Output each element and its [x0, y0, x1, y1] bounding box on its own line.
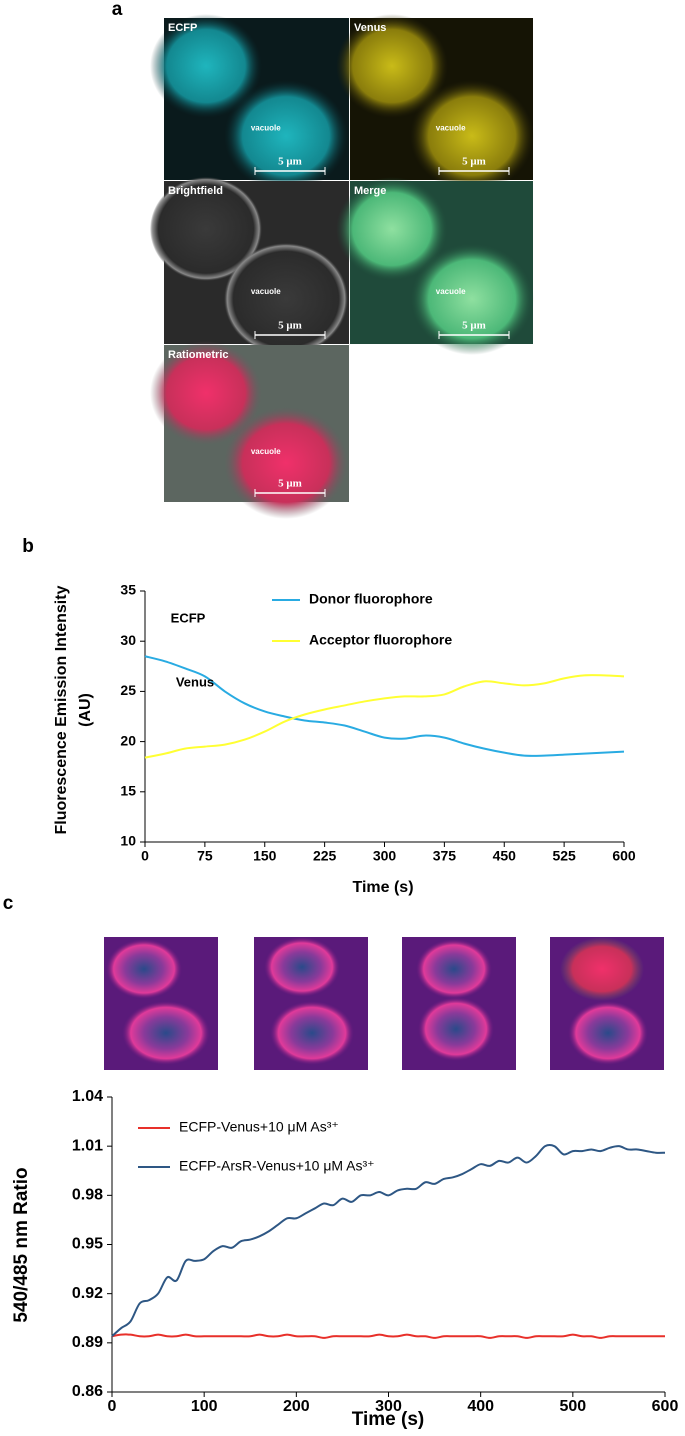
x-tick-label: 525	[552, 848, 576, 864]
y-tick-label: 30	[120, 632, 136, 648]
ratio-thumbnails	[104, 937, 664, 1070]
panel-label: a	[112, 0, 123, 20]
series-line	[111, 1333, 665, 1339]
y-tick-label: 0.92	[72, 1285, 103, 1302]
thumbnail	[402, 937, 516, 1070]
legend-label: ECFP-ArsR-Venus+10 μM As³⁺	[179, 1158, 375, 1174]
y-tick-label: 1.01	[72, 1137, 103, 1154]
series-line	[144, 655, 625, 757]
cell	[224, 80, 348, 192]
cell	[224, 407, 348, 519]
x-tick-label: 225	[313, 848, 337, 864]
cell	[150, 341, 262, 445]
y-tick-label: 10	[120, 833, 136, 849]
image-label: ECFP	[168, 22, 197, 34]
x-tick-label: 200	[283, 1398, 310, 1415]
y-tick-label: 1.04	[72, 1088, 103, 1105]
y-tick-label: 35	[120, 582, 136, 598]
annotation: ECFP	[171, 610, 206, 625]
x-tick-label: 400	[467, 1398, 494, 1415]
scale-bar-label: 5 μm	[462, 156, 486, 168]
y-tick-label: 0.89	[72, 1334, 103, 1351]
scale-bar-label: 5 μm	[278, 478, 302, 490]
legend-label: ECFP-Venus+10 μM As³⁺	[179, 1119, 339, 1135]
panel-label: c	[3, 893, 14, 914]
image-label: Brightfield	[168, 185, 223, 197]
annotation: Venus	[176, 674, 214, 689]
thumbnail	[104, 937, 218, 1070]
x-tick-label: 500	[559, 1398, 586, 1415]
panel-label: b	[22, 536, 34, 557]
series-line	[144, 674, 625, 759]
y-tick-label: 15	[120, 783, 136, 799]
vacuole-label: vacuole	[436, 123, 466, 132]
vacuole-label: vacuole	[251, 123, 281, 132]
micrograph: ECFP vacuole 5 μm	[150, 14, 349, 192]
cell	[336, 14, 448, 118]
y-axis-label: (AU)	[77, 693, 94, 727]
y-axis-label: 540/485 nm Ratio	[11, 1167, 32, 1322]
cell	[150, 177, 262, 281]
x-tick-label: 450	[493, 848, 517, 864]
scale-bar-label: 5 μm	[278, 156, 302, 168]
scale-bar-label: 5 μm	[462, 320, 486, 332]
micrograph: Ratiometric vacuole 5 μm	[150, 341, 349, 519]
y-tick-label: 25	[120, 682, 136, 698]
series-line	[111, 1144, 666, 1338]
vacuole-label: vacuole	[251, 287, 281, 296]
legend-label: Acceptor fluorophore	[309, 632, 452, 648]
y-tick-label: 0.95	[72, 1236, 103, 1253]
cell	[224, 243, 348, 355]
y-tick-label: 0.86	[72, 1383, 103, 1400]
micrograph: Merge vacuole 5 μm	[336, 177, 534, 355]
cell	[410, 243, 534, 355]
micrograph: Venus vacuole 5 μm	[336, 14, 534, 192]
legend-label: Donor fluorophore	[309, 591, 433, 607]
x-tick-label: 300	[373, 848, 397, 864]
x-tick-label: 600	[652, 1398, 679, 1415]
scale-bar-label: 5 μm	[278, 320, 302, 332]
vacuole-label: vacuole	[251, 447, 281, 456]
x-tick-label: 75	[197, 848, 213, 864]
y-tick-label: 0.98	[72, 1187, 103, 1204]
x-tick-label: 150	[253, 848, 277, 864]
thumbnail	[254, 937, 368, 1070]
cell	[410, 80, 534, 192]
x-axis-label: Time (s)	[352, 1409, 425, 1430]
x-tick-label: 600	[612, 848, 636, 864]
thumbnail	[550, 937, 664, 1070]
x-tick-label: 0	[141, 848, 149, 864]
y-axis-label: Fluorescence Emission Intensity	[53, 585, 70, 834]
x-tick-label: 300	[375, 1398, 402, 1415]
image-label: Ratiometric	[168, 349, 229, 361]
image-label: Merge	[354, 185, 386, 197]
vacuole-label: vacuole	[436, 287, 466, 296]
cell	[336, 177, 448, 281]
x-tick-label: 375	[433, 848, 457, 864]
x-tick-label: 0	[108, 1398, 117, 1415]
x-tick-label: 100	[191, 1398, 218, 1415]
image-label: Venus	[354, 22, 386, 34]
y-tick-label: 20	[120, 732, 136, 748]
cell	[150, 14, 262, 118]
micrograph: Brightfield vacuole 5 μm	[150, 177, 349, 355]
x-axis-label: Time (s)	[352, 879, 413, 896]
